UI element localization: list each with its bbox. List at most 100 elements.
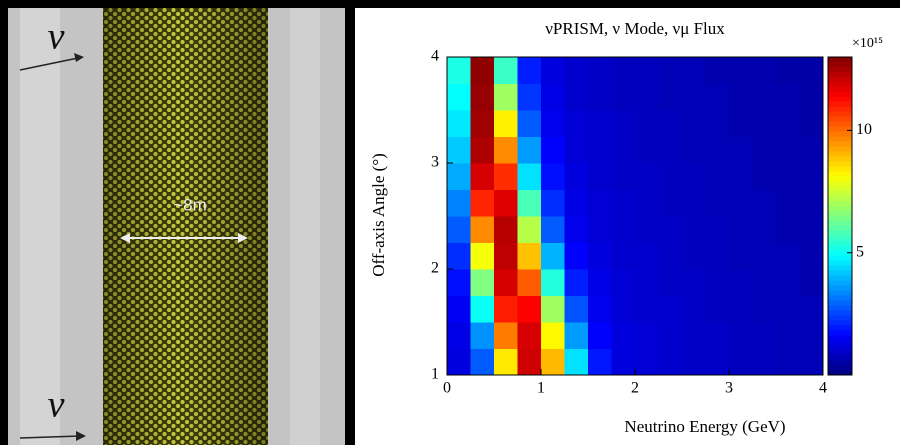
- colorbar-segment: [828, 370, 852, 376]
- colorbar-segment: [828, 360, 852, 366]
- heatmap-cell: [517, 189, 542, 217]
- heatmap-cell: [447, 189, 471, 217]
- heatmap-cell: [705, 348, 730, 376]
- heatmap-cell: [658, 216, 683, 243]
- colorbar-segment: [828, 310, 852, 316]
- colorbar-segment: [828, 61, 852, 68]
- heatmap-cell: [729, 110, 753, 137]
- heatmap-cell: [541, 83, 565, 111]
- heatmap-cell: [494, 348, 518, 376]
- colorbar-segment: [828, 101, 852, 108]
- heatmap-cell: [752, 110, 777, 137]
- heatmap-cell: [705, 57, 730, 84]
- heatmap-cell: [682, 136, 706, 164]
- colorbar-segment: [828, 156, 852, 162]
- x-tick-label: 2: [631, 380, 639, 397]
- colorbar-segment: [828, 201, 852, 207]
- heatmap-cell: [682, 83, 706, 111]
- heatmap-cell: [494, 110, 518, 137]
- y-tick-label: 1: [431, 366, 439, 383]
- heatmap-cell: [611, 216, 636, 243]
- colorbar-segment: [828, 340, 852, 346]
- heatmap-cell: [494, 57, 518, 84]
- heatmap-cell: [447, 83, 471, 111]
- heatmap-cell: [682, 57, 706, 84]
- arrow-head: [238, 233, 248, 243]
- chart-title: νPRISM, ν Mode, νμ Flux: [545, 19, 725, 38]
- heatmap-cell: [776, 136, 800, 164]
- heatmap-cell: [564, 163, 589, 190]
- heatmap-cell: [729, 216, 753, 243]
- x-tick-label: 3: [725, 380, 733, 397]
- heatmap-cell: [447, 216, 471, 243]
- heatmap-cell: [517, 348, 542, 376]
- heatmap-cell: [776, 216, 800, 243]
- heatmap-cell: [611, 83, 636, 111]
- heatmap-cell: [635, 242, 659, 270]
- heatmap-cell: [705, 189, 730, 217]
- heatmap-cell: [799, 242, 824, 270]
- heatmap-cell: [658, 269, 683, 296]
- colorbar-segment: [828, 136, 852, 142]
- colorbar-segment: [828, 265, 852, 272]
- heatmap-cell: [470, 295, 495, 323]
- heatmap-cell: [611, 57, 636, 84]
- heatmap-cell: [588, 295, 612, 323]
- heatmap-cell: [541, 348, 565, 376]
- heatmap-cell: [658, 189, 683, 217]
- heatmap-cell: [611, 242, 636, 270]
- heatmap-cell: [541, 189, 565, 217]
- heatmap-cell: [776, 295, 800, 323]
- heatmap-cell: [799, 57, 824, 84]
- heatmap-cell: [470, 163, 495, 190]
- heatmap-cell: [705, 83, 730, 111]
- heatmap-cell: [517, 163, 542, 190]
- heatmap-cell: [494, 83, 518, 111]
- colorbar-segment: [828, 161, 852, 167]
- colorbar-segment: [828, 270, 852, 277]
- heatmap-cell: [729, 348, 753, 376]
- x-tick-label: 4: [819, 380, 827, 397]
- heatmap-cell: [470, 242, 495, 270]
- colorbar-segment: [828, 116, 852, 123]
- heatmap-cell: [470, 322, 495, 349]
- detector-image: ν ~8m ν: [8, 8, 345, 445]
- x-axis-label: Neutrino Energy (GeV): [624, 417, 785, 436]
- heatmap-cell: [588, 57, 612, 84]
- heatmap-cell: [517, 242, 542, 270]
- heatmap-cell: [494, 295, 518, 323]
- heatmap-cell: [588, 110, 612, 137]
- heatmap-cell: [776, 269, 800, 296]
- heatmap-cell: [705, 216, 730, 243]
- heatmap-cell: [494, 163, 518, 190]
- heatmap-cell: [799, 269, 824, 296]
- heatmap-cell: [541, 269, 565, 296]
- heatmap-cell: [682, 295, 706, 323]
- colorbar-segment: [828, 290, 852, 296]
- heatmap-cell: [658, 83, 683, 111]
- colorbar-segment: [828, 171, 852, 177]
- heatmap-cell: [799, 295, 824, 323]
- heatmap-cell: [752, 189, 777, 217]
- colorbar-tick-label: 5: [856, 243, 864, 260]
- colorbar-segment: [828, 295, 852, 301]
- heatmap-cell: [658, 163, 683, 190]
- heatmap-cell: [588, 322, 612, 349]
- heatmap-cell: [494, 242, 518, 270]
- arrow-head: [74, 53, 84, 62]
- heatmap-cell: [776, 163, 800, 190]
- heatmap-cell: [799, 136, 824, 164]
- heatmap-cell: [564, 83, 589, 111]
- colorbar-segment: [828, 66, 852, 73]
- heatmap-cell: [635, 269, 659, 296]
- colorbar-segment: [828, 76, 852, 83]
- heatmap-cell: [611, 136, 636, 164]
- colorbar-segment: [828, 250, 852, 257]
- heatmap-cell: [776, 83, 800, 111]
- beam-arrow: [19, 57, 79, 71]
- colorbar-segment: [828, 260, 852, 267]
- heatmap-cell: [541, 110, 565, 137]
- heatmap-cell: [541, 136, 565, 164]
- colorbar-segment: [828, 81, 852, 88]
- heatmap-cell: [588, 136, 612, 164]
